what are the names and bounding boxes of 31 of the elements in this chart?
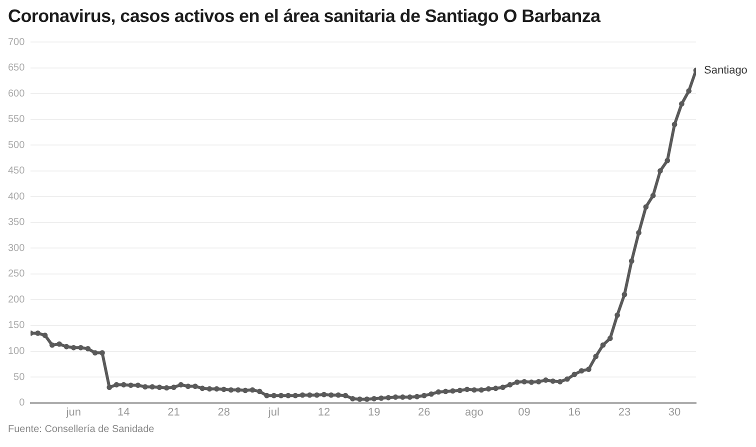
x-tick-label: 09 xyxy=(518,406,530,418)
y-tick-label: 100 xyxy=(8,346,26,358)
x-tick-label: jun xyxy=(65,406,81,418)
x-tick-label: 16 xyxy=(568,406,581,418)
y-tick-label: 0 xyxy=(19,398,26,409)
x-tick-label: 28 xyxy=(218,406,230,418)
y-tick-label: 500 xyxy=(8,140,26,151)
series-label: Santiago xyxy=(704,64,748,76)
y-tick-label: 50 xyxy=(14,372,26,383)
x-tick-label: 26 xyxy=(418,406,430,418)
x-tick-label: 12 xyxy=(318,406,330,418)
y-tick-label: 300 xyxy=(8,242,26,254)
y-tick-label: 450 xyxy=(8,166,26,177)
x-tick-label: 14 xyxy=(118,406,130,418)
chart-title: Coronavirus, casos activos en el área sanitaria de Santiago O Barbanza xyxy=(8,6,600,27)
x-tick-label: jul xyxy=(267,406,280,418)
y-tick-label: 550 xyxy=(8,114,26,126)
y-tick-label: 650 xyxy=(8,62,26,74)
y-tick-label: 600 xyxy=(8,88,26,100)
x-tick-label: 19 xyxy=(368,406,380,418)
y-tick-label: 400 xyxy=(8,191,26,202)
y-tick-label: 200 xyxy=(8,294,26,306)
x-tick-label: 30 xyxy=(668,406,681,418)
source-note: Fuente: Consellería de Sanidade xyxy=(8,424,154,435)
x-tick-label: 23 xyxy=(618,406,631,418)
x-tick-label: 21 xyxy=(168,406,180,418)
y-tick-label: 150 xyxy=(8,320,26,332)
y-tick-label: 350 xyxy=(8,217,26,228)
x-tick-label: ago xyxy=(465,406,484,418)
y-tick-label: 250 xyxy=(8,268,26,280)
y-tick-label: 700 xyxy=(8,36,26,48)
